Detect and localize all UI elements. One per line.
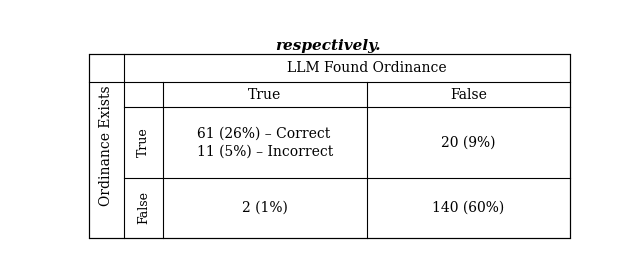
Text: 61 (26%) – Correct
11 (5%) – Incorrect: 61 (26%) – Correct 11 (5%) – Incorrect [196,126,333,159]
Text: respectively.: respectively. [275,39,381,53]
Bar [89,54,570,238]
Text: False: False [137,191,150,224]
Text: 140 (60%): 140 (60%) [432,201,504,215]
Text: LLM Found Ordinance: LLM Found Ordinance [287,61,446,75]
Text: True: True [137,128,150,157]
Text: True: True [248,88,282,102]
Text: 20 (9%): 20 (9%) [441,135,495,150]
Text: False: False [450,88,487,102]
Text: 2 (1%): 2 (1%) [242,201,288,215]
Text: Ordinance Exists: Ordinance Exists [99,85,113,206]
